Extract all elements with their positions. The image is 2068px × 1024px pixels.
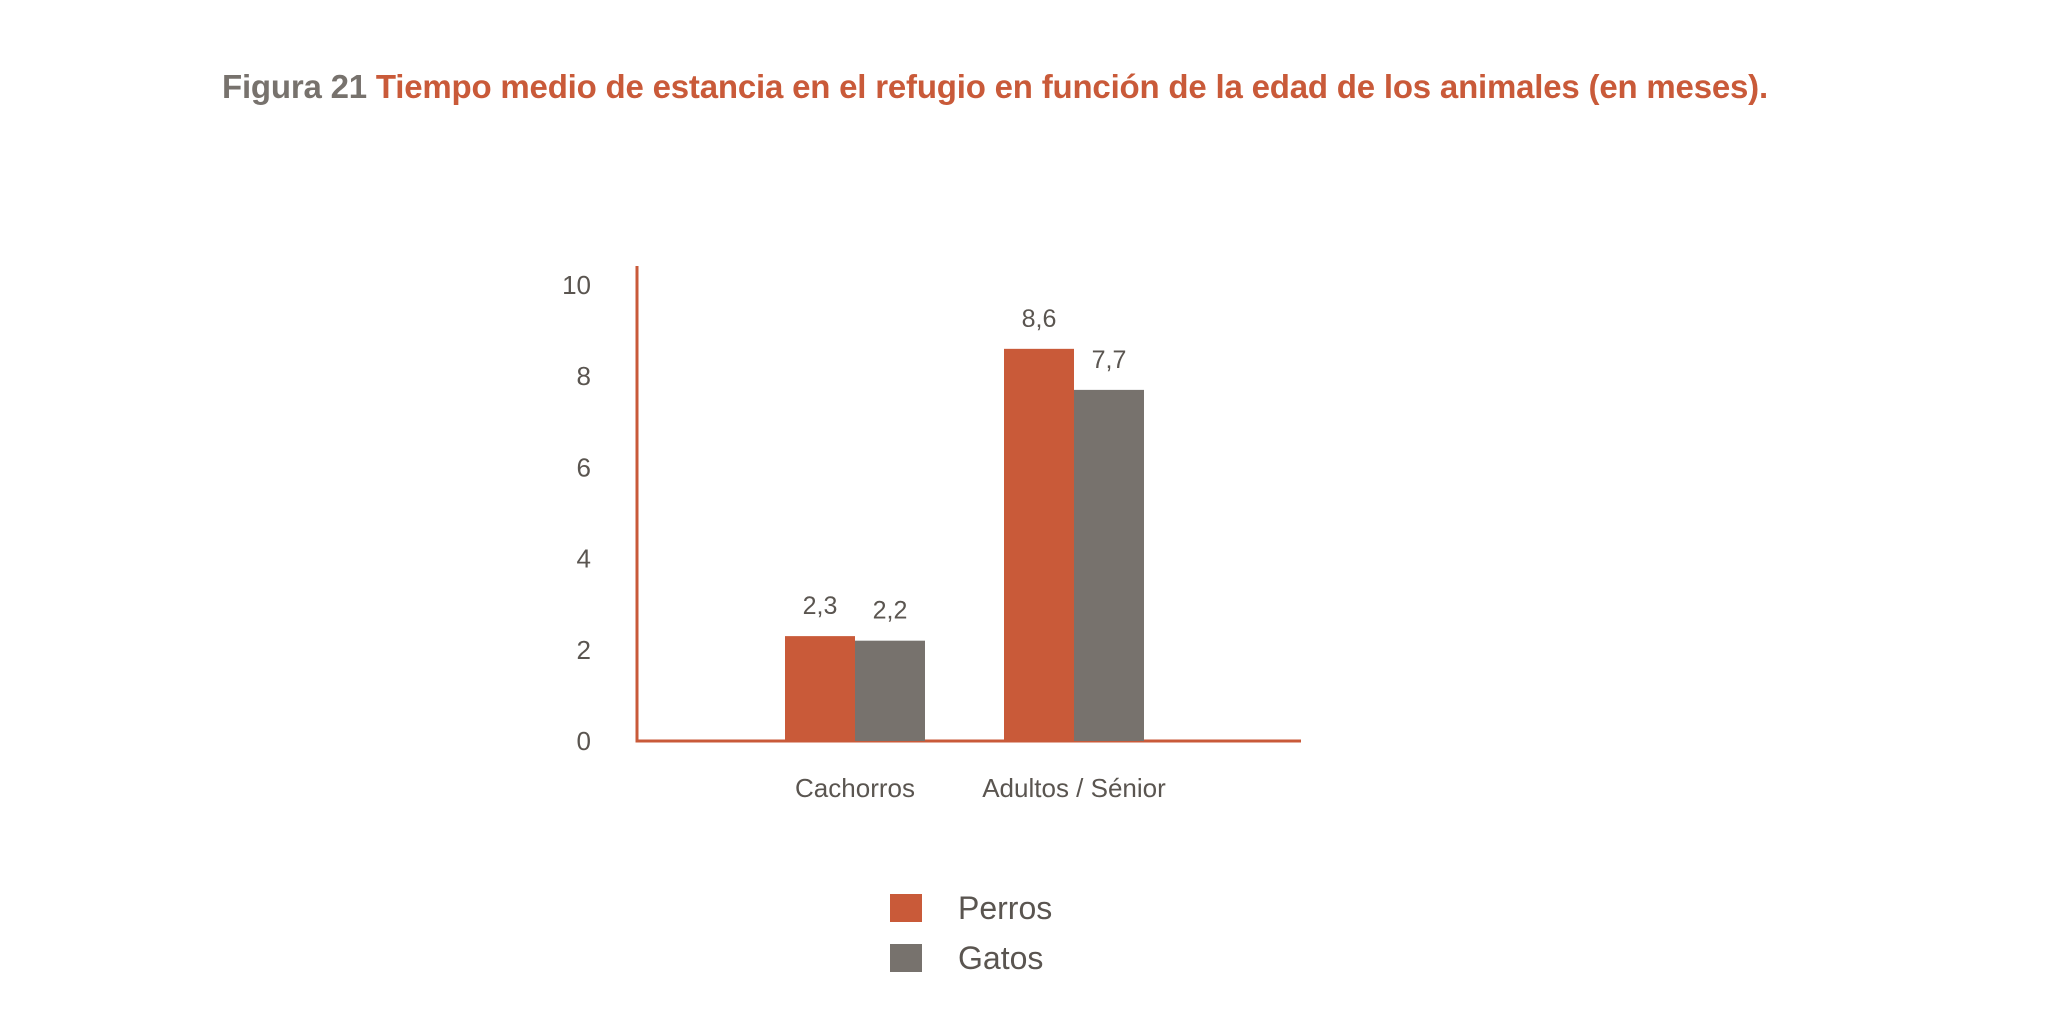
y-tick-label: 8 (577, 361, 591, 391)
data-label: 2,3 (803, 592, 838, 620)
bar (1074, 389, 1144, 741)
y-tick-label: 2 (577, 635, 591, 665)
x-category-label: Cachorros (795, 773, 915, 803)
y-tick-label: 10 (562, 270, 591, 300)
bar (855, 640, 925, 741)
y-tick-label: 4 (577, 544, 591, 574)
bar (1004, 348, 1074, 741)
legend-label: Gatos (958, 940, 1043, 976)
legend-label: Perros (958, 890, 1052, 926)
data-label: 8,6 (1022, 305, 1057, 333)
bar (785, 636, 855, 741)
data-label: 7,7 (1092, 346, 1127, 374)
figure-title: Figura 21 Tiempo medio de estancia en el… (222, 68, 1768, 106)
legend-swatch (890, 944, 922, 972)
figure-caption: Tiempo medio de estancia en el refugio e… (375, 68, 1768, 105)
x-category-label: Adultos / Sénior (982, 773, 1166, 803)
y-tick-label: 6 (577, 452, 591, 482)
data-label: 2,2 (873, 597, 908, 625)
figure-number: Figura 21 (222, 68, 367, 105)
legend-swatch (890, 894, 922, 922)
y-tick-label: 0 (577, 726, 591, 756)
